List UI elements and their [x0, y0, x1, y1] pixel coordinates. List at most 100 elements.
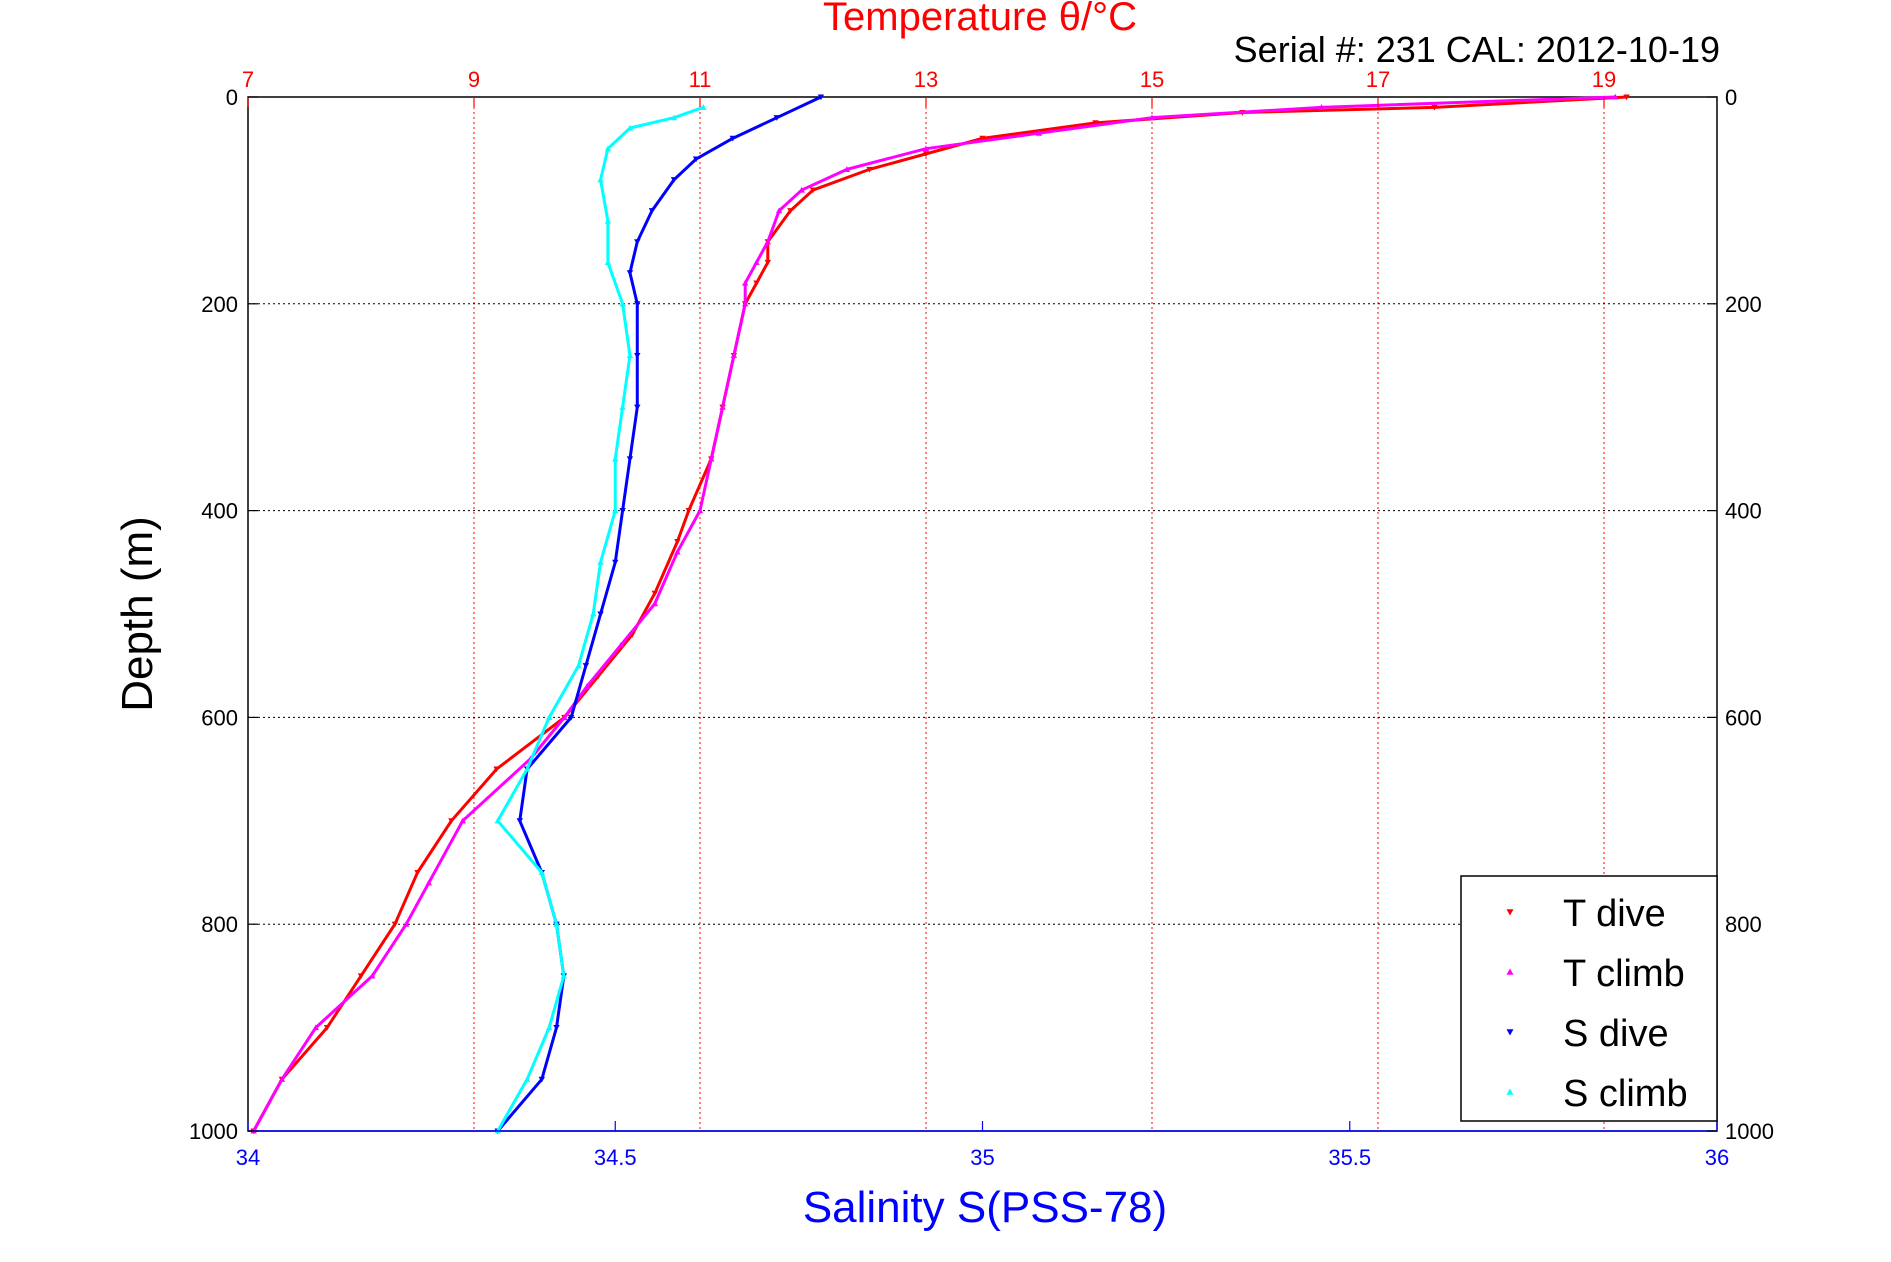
- depth-tick-label-left: 600: [201, 705, 238, 730]
- legend-marker: [1506, 1088, 1514, 1095]
- data-point: [787, 208, 794, 214]
- data-point: [685, 508, 692, 514]
- data-point: [278, 1076, 286, 1082]
- series-s-climb: [494, 104, 707, 1134]
- legend: T dive T climb S dive S climb: [1460, 875, 1718, 1122]
- data-point: [590, 610, 597, 617]
- data-point: [323, 1025, 331, 1031]
- data-point: [597, 611, 604, 618]
- data-point: [729, 135, 736, 142]
- depth-tick-label-left: 1000: [189, 1119, 238, 1144]
- data-point: [567, 714, 575, 721]
- legend-label: T climb: [1563, 953, 1685, 995]
- legend-box: [1460, 875, 1718, 1122]
- data-point: [626, 352, 634, 359]
- legend-marker: [1506, 968, 1514, 975]
- data-point: [575, 662, 582, 669]
- temperature-tick-label: 19: [1592, 67, 1616, 92]
- temperature-tick-label: 9: [468, 67, 480, 92]
- depth-tick-label-right: 200: [1725, 292, 1762, 317]
- depth-tick-label-left: 400: [201, 499, 238, 524]
- data-point: [414, 869, 421, 876]
- depth-tick-label-left: 0: [226, 85, 238, 110]
- data-point: [523, 1076, 531, 1082]
- data-point: [617, 641, 625, 648]
- data-point: [425, 879, 432, 886]
- data-point: [604, 145, 612, 152]
- temperature-tick-label: 7: [242, 67, 254, 92]
- data-point: [597, 559, 604, 565]
- data-point: [651, 590, 658, 597]
- salinity-tick-label: 34: [236, 1145, 260, 1170]
- data-point: [626, 124, 634, 131]
- data-point: [798, 186, 805, 193]
- data-point: [979, 135, 986, 142]
- data-point: [538, 1076, 545, 1083]
- data-point: [670, 177, 678, 183]
- data-point: [619, 508, 626, 514]
- data-point: [612, 455, 619, 462]
- temperature-tick-label: 11: [689, 67, 712, 92]
- series-s-dive: [494, 94, 825, 1135]
- data-point: [597, 176, 604, 183]
- data-point: [1612, 93, 1619, 100]
- data-point: [764, 259, 771, 266]
- data-point: [545, 1024, 553, 1031]
- series-layer: [250, 93, 1630, 1135]
- temperature-tick-label: 17: [1366, 67, 1390, 92]
- data-point: [516, 818, 523, 824]
- data-point: [604, 217, 612, 224]
- data-point: [692, 156, 700, 163]
- data-point: [553, 921, 560, 927]
- data-point: [773, 115, 781, 121]
- data-point: [553, 1025, 560, 1031]
- series-t-climb: [250, 93, 1619, 1134]
- data-point: [922, 151, 930, 158]
- temperature-tick-label: 15: [1140, 67, 1164, 92]
- series-trace: [496, 105, 704, 1132]
- data-point: [448, 818, 455, 824]
- data-point: [459, 817, 466, 824]
- data-point: [626, 456, 634, 463]
- x-axis-label-salinity: Salinity S(PSS-78): [803, 1183, 1167, 1232]
- data-point: [494, 817, 501, 824]
- y-axis-label-depth: Depth (m): [113, 516, 162, 712]
- data-point: [357, 973, 365, 980]
- data-point: [775, 207, 783, 214]
- data-point: [561, 714, 568, 720]
- data-point: [1623, 94, 1630, 101]
- chart-title: Temperature θ/°C: [823, 0, 1137, 39]
- data-point: [560, 972, 568, 979]
- data-point: [1035, 129, 1043, 136]
- data-point: [612, 507, 619, 514]
- data-point: [843, 166, 851, 172]
- salinity-tick-label: 36: [1705, 1145, 1729, 1170]
- depth-tick-label-right: 0: [1725, 85, 1737, 110]
- data-point: [922, 145, 930, 152]
- data-point: [312, 1024, 319, 1031]
- data-point: [674, 539, 681, 545]
- series-t-dive: [250, 94, 1630, 1135]
- data-point: [1092, 120, 1099, 127]
- legend-label: T dive: [1563, 893, 1666, 935]
- depth-tick-label-left: 800: [201, 912, 238, 937]
- temperature-tick-label: 13: [914, 67, 938, 92]
- serial-label: Serial #: 231 CAL: 2012-10-19: [1234, 29, 1720, 70]
- data-point: [648, 208, 656, 214]
- depth-tick-label-right: 400: [1725, 499, 1762, 524]
- data-point: [403, 921, 410, 927]
- salinity-tick-label: 34.5: [594, 1145, 637, 1170]
- data-point: [583, 683, 591, 689]
- series-trace: [252, 95, 1627, 1132]
- data-point: [866, 166, 873, 173]
- data-point: [674, 548, 681, 555]
- data-point: [634, 404, 641, 411]
- data-point: [634, 239, 641, 245]
- data-point: [708, 455, 715, 462]
- data-point: [634, 352, 641, 359]
- data-point: [1318, 104, 1325, 110]
- data-point: [753, 259, 760, 265]
- legend-marker: [1506, 909, 1514, 916]
- data-point: [700, 104, 707, 110]
